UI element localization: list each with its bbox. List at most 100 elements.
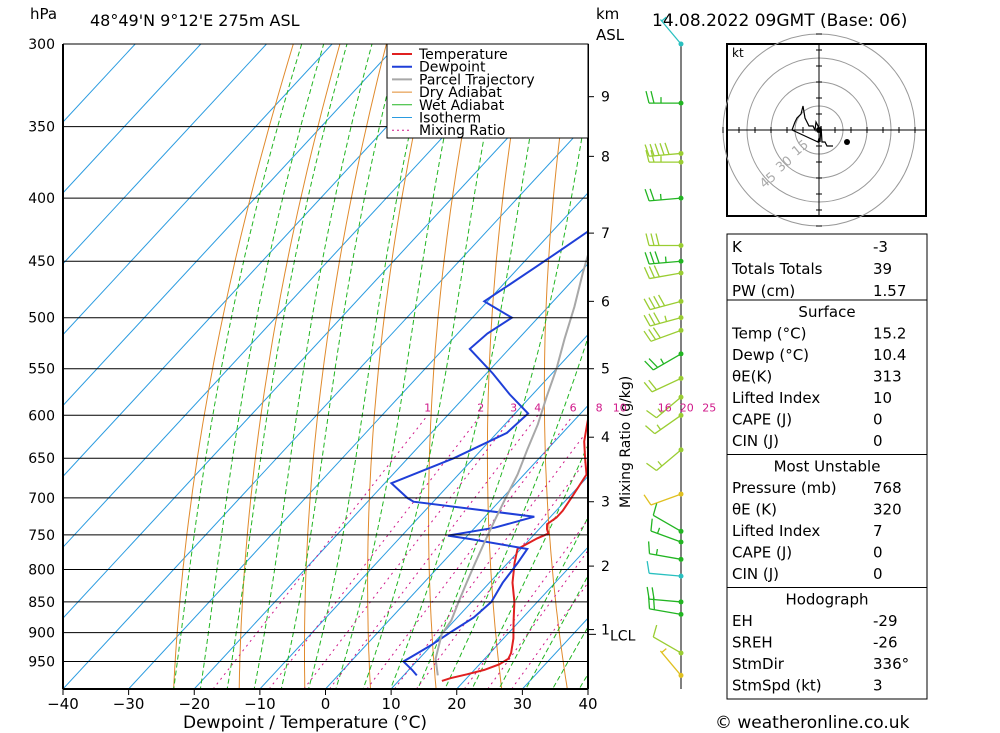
wind-barb-flag <box>652 624 658 638</box>
totals-totals-value: 39 <box>873 260 892 278</box>
wind-barb-dot <box>678 150 684 156</box>
wind-barb-half-flag <box>661 16 667 22</box>
wind-barb-flag <box>648 266 656 278</box>
wind-barb-staff <box>656 396 682 419</box>
wind-barb-staff <box>649 317 682 327</box>
wind-barb-flag <box>653 265 660 278</box>
wind-barb-half-flag <box>661 648 667 653</box>
wind-barb-flag <box>647 596 651 609</box>
wind-barb-staff <box>649 608 682 616</box>
wind-barb-staff <box>650 493 682 506</box>
wet-adiabat-line <box>173 44 303 689</box>
km-label: km <box>596 5 619 23</box>
mixing-ratio-tick-label: 16 <box>658 401 672 414</box>
wind-barb-flag <box>643 314 651 327</box>
pw-value: 1.57 <box>873 282 906 300</box>
pw-label: PW (cm) <box>732 282 795 300</box>
most-unstable-section-row-value: 7 <box>873 522 883 540</box>
km-tick-label: 2 <box>601 559 610 575</box>
series-line-parcel-trajectory <box>434 251 588 676</box>
wind-barb-dot <box>678 351 684 357</box>
wind-barb-flag <box>649 188 655 201</box>
mixing-ratio-line <box>394 429 588 689</box>
wind-barb-staff <box>649 152 682 157</box>
wind-barb-flag <box>643 381 653 393</box>
wind-barb-dot <box>678 412 684 418</box>
hodograph-section-row-label: StmSpd (kt) <box>732 677 822 695</box>
wind-barb-flag <box>645 233 650 246</box>
wind-barb-flag <box>648 328 657 340</box>
wind-barb-staff <box>652 514 682 532</box>
most-unstable-section-row-value: 0 <box>873 544 883 562</box>
x-tick-label: −40 <box>47 695 79 713</box>
wind-barb-dot <box>678 258 684 264</box>
wet-adiabat-line <box>525 574 588 689</box>
wind-barb-flag <box>643 298 651 310</box>
most-unstable-section-row-value: 320 <box>873 501 902 519</box>
location-title: 48°49'N 9°12'E 275m ASL <box>90 11 300 30</box>
mixing-ratio-tick-label: 25 <box>702 401 716 414</box>
wind-barb-half-flag <box>657 408 663 414</box>
pressure-tick-label: 700 <box>28 491 55 507</box>
pressure-tick-label: 350 <box>28 120 55 136</box>
mixing-ratio-axis-label: Mixing Ratio (g/kg) <box>618 376 634 508</box>
hodograph-unit-label: kt <box>732 46 744 60</box>
km-tick-label: 9 <box>601 90 610 106</box>
wind-barb-flag <box>650 518 653 532</box>
hodograph-storm-marker <box>844 139 850 145</box>
wind-barb-flag <box>644 189 650 202</box>
hodograph-section-row-label: StmDir <box>732 655 785 673</box>
wind-barb-dot <box>678 528 684 534</box>
wind-barb-staff <box>650 329 682 342</box>
dry-adiabat-line <box>600 0 639 715</box>
x-tick-label: 30 <box>513 695 532 713</box>
most-unstable-section-row-value: 768 <box>873 479 902 497</box>
wind-barb-half-flag <box>655 548 659 556</box>
most-unstable-section-row-label: CAPE (J) <box>732 544 792 562</box>
surface-section-row-value: 10 <box>873 389 892 407</box>
wind-barb-flag <box>645 149 650 163</box>
surface-section-row-value: 313 <box>873 368 902 386</box>
isotherm-line <box>259 333 588 689</box>
lcl-label: LCL <box>610 628 636 644</box>
surface-section-row-value: 10.4 <box>873 346 906 364</box>
mixing-ratio-line <box>366 414 574 689</box>
legend-label: Parcel Trajectory <box>419 72 535 88</box>
mixing-ratio-tick-label: 1 <box>424 401 431 414</box>
wind-barb-staff <box>649 598 682 603</box>
wind-barb-staff <box>654 414 682 435</box>
wind-barb-flag <box>654 143 660 156</box>
hodograph-section-row-value: 3 <box>873 677 883 695</box>
wind-barb-dot <box>678 394 684 400</box>
pressure-tick-label: 950 <box>28 655 55 671</box>
wind-barb-flag <box>646 462 657 472</box>
mixing-ratio-tick-label: 3 <box>510 401 517 414</box>
surface-section-row-label: θE(K) <box>732 368 772 386</box>
mixing-ratio-line <box>268 414 482 689</box>
hodograph-section-row-label: SREH <box>732 634 773 652</box>
surface-section-row-value: 0 <box>873 432 883 450</box>
asl-label: ASL <box>596 26 625 44</box>
legend-label: Temperature <box>418 47 508 63</box>
mixing-ratio-tick-label: 6 <box>570 401 577 414</box>
wind-barb-flag <box>648 297 656 309</box>
wind-barb-dot <box>678 491 684 497</box>
mixing-ratio-line <box>415 456 588 689</box>
pressure-tick-label: 400 <box>28 191 55 207</box>
km-tick-label: 8 <box>601 149 610 165</box>
copyright-text: © weatheronline.co.uk <box>715 713 910 733</box>
wind-barb-flag <box>650 149 655 163</box>
wind-barb-dot <box>678 672 684 678</box>
isotherm-line <box>63 44 268 265</box>
wind-barb-staff <box>659 650 682 676</box>
isotherm-line <box>63 121 588 689</box>
pressure-tick-label: 500 <box>28 311 55 327</box>
x-tick-label: −30 <box>113 695 145 713</box>
mixing-ratio-tick-label: 20 <box>680 401 694 414</box>
pressure-tick-label: 650 <box>28 451 55 467</box>
pressure-tick-label: 300 <box>28 37 55 53</box>
wind-barb-half-flag <box>660 358 665 365</box>
surface-section-header: Surface <box>798 303 855 321</box>
